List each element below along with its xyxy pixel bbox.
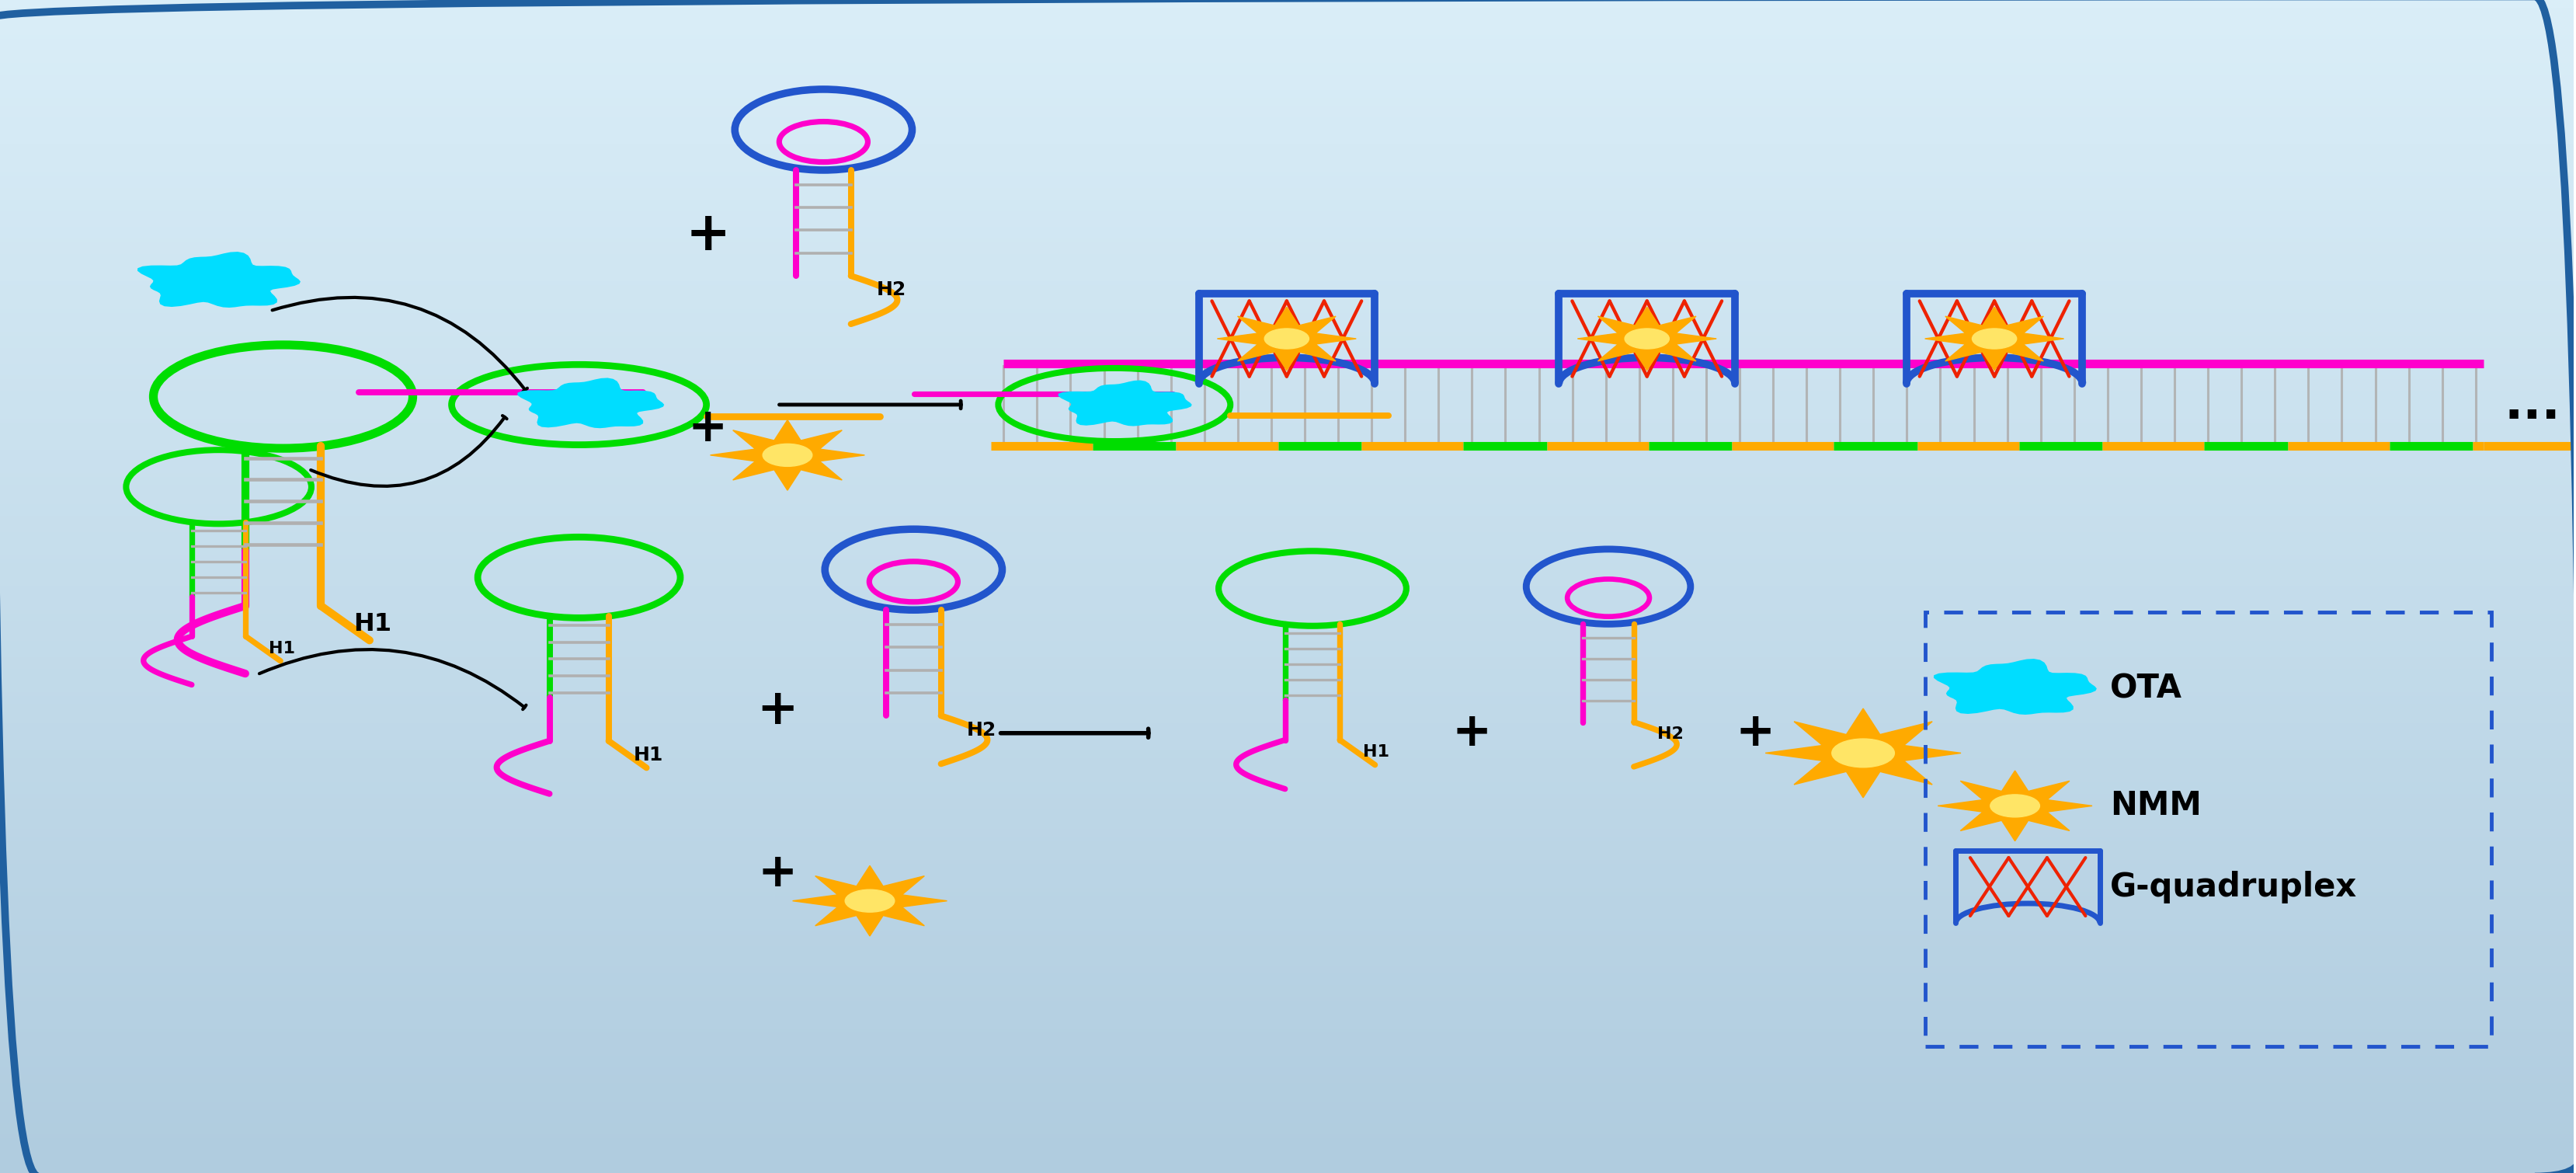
Polygon shape: [1765, 708, 1960, 798]
Text: NMM: NMM: [2110, 789, 2202, 822]
Text: +: +: [757, 685, 799, 734]
Circle shape: [1991, 794, 2040, 818]
Polygon shape: [137, 252, 301, 307]
Polygon shape: [1924, 307, 2063, 371]
Text: +: +: [1453, 710, 1492, 757]
Text: +: +: [757, 850, 796, 897]
Text: ...: ...: [2504, 380, 2561, 429]
Text: H1: H1: [1363, 745, 1388, 760]
Polygon shape: [793, 866, 948, 936]
Text: +: +: [688, 405, 726, 452]
Text: G-quadruplex: G-quadruplex: [2110, 870, 2357, 903]
Text: H2: H2: [1656, 726, 1685, 743]
Circle shape: [762, 443, 811, 467]
Circle shape: [1973, 328, 2017, 348]
Text: H2: H2: [966, 720, 997, 739]
Polygon shape: [1059, 380, 1193, 426]
Polygon shape: [1935, 659, 2097, 714]
Polygon shape: [518, 378, 665, 428]
Polygon shape: [1577, 307, 1716, 371]
Circle shape: [845, 889, 894, 913]
Text: +: +: [1736, 710, 1775, 757]
Circle shape: [1265, 328, 1309, 348]
Text: H1: H1: [634, 746, 665, 765]
Text: H1: H1: [268, 640, 296, 656]
Text: +: +: [685, 209, 732, 260]
Circle shape: [1832, 739, 1893, 767]
Polygon shape: [1937, 771, 2092, 841]
Circle shape: [1625, 328, 1669, 348]
Text: OTA: OTA: [2110, 672, 2182, 705]
Text: H2: H2: [876, 280, 907, 299]
Text: H1: H1: [353, 612, 392, 636]
Polygon shape: [711, 420, 866, 490]
Polygon shape: [1218, 307, 1355, 371]
